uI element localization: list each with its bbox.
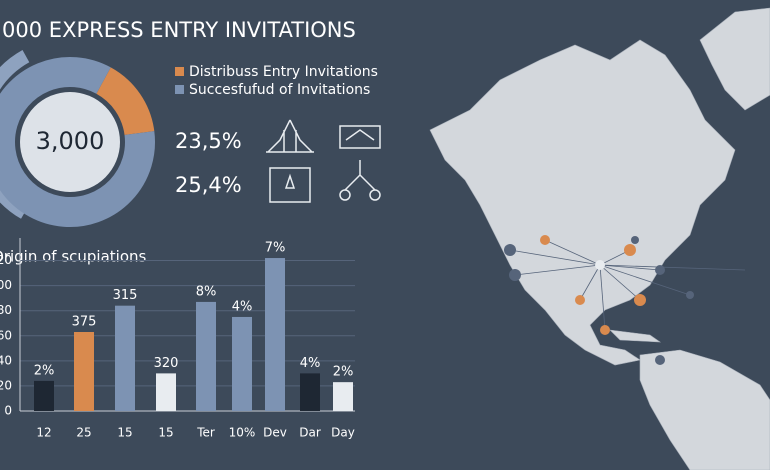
y-tick-label: 60 [0, 328, 12, 342]
bar [196, 301, 216, 411]
legend-swatch [175, 85, 184, 94]
y-tick-label: 120 [0, 253, 12, 267]
x-tick-label: Ter [196, 426, 215, 440]
stat: 23,5% [175, 129, 242, 153]
chart-title: Origin of scupiations [0, 248, 147, 266]
bar-annotation: 320 [154, 356, 179, 371]
bar-annotation: 315 [113, 288, 138, 303]
x-tick-label: 15 [117, 426, 132, 440]
south-america [639, 349, 770, 470]
legend-swatch [175, 67, 184, 76]
bar [333, 382, 353, 411]
donut-chart: 3,000 Distribuss Entry Invitations Succesf… [0, 37, 378, 232]
y-tick-label: 80 [0, 303, 12, 317]
x-tick-label: 12 [36, 426, 51, 440]
y-tick-label: 20 [0, 378, 12, 392]
bar [34, 380, 54, 411]
x-tick-label: Dev [263, 426, 287, 440]
bar-annotation: 2% [333, 365, 354, 380]
bar [300, 373, 320, 411]
y-tick-label: 40 [0, 353, 12, 367]
y-tick-label: 0 [4, 404, 12, 418]
page-title: 3,000 EXPRESS ENTRY INVITATIONS [0, 18, 356, 42]
x-tick-label: Dar [299, 426, 321, 440]
bar-annotation: 375 [72, 315, 97, 330]
bar-annotation: 7% [265, 241, 286, 256]
bar-annotation: 4% [232, 299, 253, 314]
map [429, 7, 770, 470]
bar-annotation: 2% [34, 363, 55, 378]
caribbean [609, 329, 662, 343]
bar-annotation: 8% [196, 284, 217, 299]
x-tick-label: 10% [229, 426, 256, 440]
bar [156, 373, 176, 411]
x-tick-label: 25 [76, 426, 91, 440]
donut-segment [95, 67, 155, 136]
icons [266, 119, 381, 203]
legend-label: Succesfufud of Invitations [189, 82, 370, 98]
bar [232, 316, 252, 411]
stat: 25,4% [175, 173, 242, 197]
y-tick-label: 100 [0, 278, 12, 292]
bar [74, 332, 94, 411]
donut-segment [0, 57, 155, 227]
bar [265, 258, 285, 411]
map-network [509, 239, 746, 331]
bar-chart: Origin of scupiations 0 20 40 60 80 100 120 2% 12… [0, 238, 355, 440]
x-tick-label: Day [331, 426, 355, 440]
legend-label: Distribuss Entry Invitations [189, 64, 378, 80]
donut-hole [20, 92, 120, 192]
bar [115, 305, 135, 411]
bar-annotation: 4% [300, 356, 321, 371]
north-america [429, 39, 736, 366]
donut-center-label: 3,000 [36, 127, 105, 155]
map-markers [504, 235, 694, 365]
x-tick-label: 15 [158, 426, 173, 440]
greenland [699, 7, 770, 111]
